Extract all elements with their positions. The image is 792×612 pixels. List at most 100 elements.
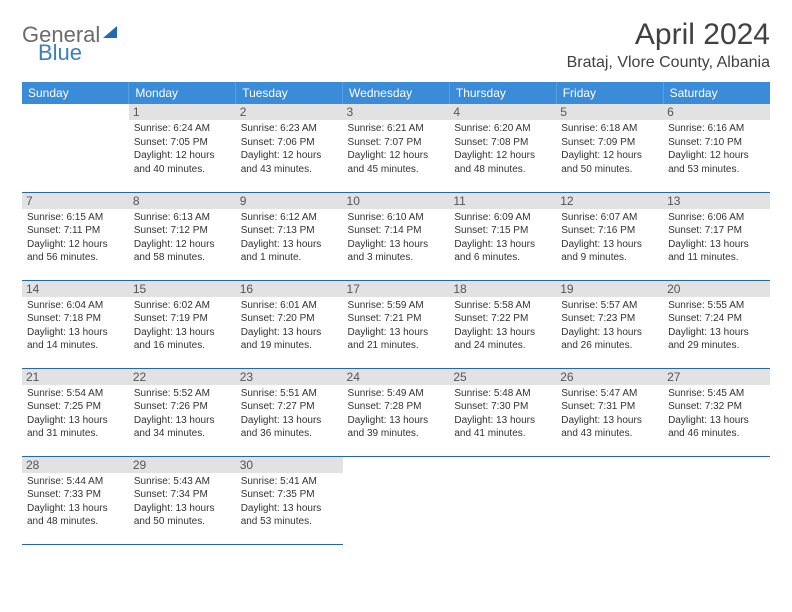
calendar-table: SundayMondayTuesdayWednesdayThursdayFrid…: [22, 82, 770, 545]
day-number: 2: [236, 104, 343, 120]
calendar-cell: 5Sunrise: 6:18 AMSunset: 7:09 PMDaylight…: [556, 104, 663, 192]
cell-line-d2: and 34 minutes.: [134, 427, 231, 441]
cell-line-d2: and 50 minutes.: [561, 163, 658, 177]
calendar-cell: [343, 456, 450, 544]
calendar-body: 1Sunrise: 6:24 AMSunset: 7:05 PMDaylight…: [22, 104, 770, 544]
cell-line-d1: Daylight: 12 hours: [134, 238, 231, 252]
calendar-cell: 16Sunrise: 6:01 AMSunset: 7:20 PMDayligh…: [236, 280, 343, 368]
cell-line-ss: Sunset: 7:24 PM: [668, 312, 765, 326]
cell-line-d1: Daylight: 13 hours: [348, 414, 445, 428]
cell-line-sr: Sunrise: 5:48 AM: [454, 387, 551, 401]
cell-line-d2: and 40 minutes.: [134, 163, 231, 177]
cell-line-d1: Daylight: 12 hours: [454, 149, 551, 163]
cell-line-sr: Sunrise: 5:55 AM: [668, 299, 765, 313]
calendar-cell: 29Sunrise: 5:43 AMSunset: 7:34 PMDayligh…: [129, 456, 236, 544]
cell-line-d2: and 19 minutes.: [241, 339, 338, 353]
cell-line-ss: Sunset: 7:07 PM: [348, 136, 445, 150]
cell-line-sr: Sunrise: 5:44 AM: [27, 475, 124, 489]
cell-line-sr: Sunrise: 6:21 AM: [348, 122, 445, 136]
cell-line-sr: Sunrise: 5:51 AM: [241, 387, 338, 401]
calendar-cell: 15Sunrise: 6:02 AMSunset: 7:19 PMDayligh…: [129, 280, 236, 368]
calendar-cell: 17Sunrise: 5:59 AMSunset: 7:21 PMDayligh…: [343, 280, 450, 368]
cell-line-sr: Sunrise: 6:16 AM: [668, 122, 765, 136]
cell-line-ss: Sunset: 7:26 PM: [134, 400, 231, 414]
day-number: 24: [343, 369, 450, 385]
cell-line-ss: Sunset: 7:33 PM: [27, 488, 124, 502]
cell-line-d2: and 3 minutes.: [348, 251, 445, 265]
calendar-cell: [22, 104, 129, 192]
weekday-header: Saturday: [663, 82, 770, 104]
calendar-cell: 2Sunrise: 6:23 AMSunset: 7:06 PMDaylight…: [236, 104, 343, 192]
cell-line-d1: Daylight: 13 hours: [134, 414, 231, 428]
cell-line-ss: Sunset: 7:16 PM: [561, 224, 658, 238]
cell-line-sr: Sunrise: 5:54 AM: [27, 387, 124, 401]
cell-line-ss: Sunset: 7:34 PM: [134, 488, 231, 502]
calendar-cell: 26Sunrise: 5:47 AMSunset: 7:31 PMDayligh…: [556, 368, 663, 456]
cell-line-d2: and 48 minutes.: [27, 515, 124, 529]
calendar-week-row: 21Sunrise: 5:54 AMSunset: 7:25 PMDayligh…: [22, 368, 770, 456]
cell-line-d2: and 29 minutes.: [668, 339, 765, 353]
day-number: 7: [22, 193, 129, 209]
cell-line-d1: Daylight: 12 hours: [134, 149, 231, 163]
cell-line-sr: Sunrise: 6:10 AM: [348, 211, 445, 225]
weekday-header: Sunday: [22, 82, 129, 104]
calendar-week-row: 28 Sunrise: 5:44 AMSunset: 7:33 PMDayligh…: [22, 456, 770, 544]
cell-line-ss: Sunset: 7:31 PM: [561, 400, 658, 414]
calendar-cell: 9Sunrise: 6:12 AMSunset: 7:13 PMDaylight…: [236, 192, 343, 280]
cell-line-d1: Daylight: 12 hours: [241, 149, 338, 163]
day-number: 29: [129, 457, 236, 473]
cell-line-ss: Sunset: 7:13 PM: [241, 224, 338, 238]
cell-line-d2: and 24 minutes.: [454, 339, 551, 353]
calendar-cell: 24Sunrise: 5:49 AMSunset: 7:28 PMDayligh…: [343, 368, 450, 456]
cell-line-d2: and 45 minutes.: [348, 163, 445, 177]
cell-line-d2: and 50 minutes.: [134, 515, 231, 529]
calendar-cell: 28 Sunrise: 5:44 AMSunset: 7:33 PMDayligh…: [22, 456, 129, 544]
calendar-cell: 19Sunrise: 5:57 AMSunset: 7:23 PMDayligh…: [556, 280, 663, 368]
calendar-cell: 20Sunrise: 5:55 AMSunset: 7:24 PMDayligh…: [663, 280, 770, 368]
cell-line-d2: and 53 minutes.: [668, 163, 765, 177]
cell-line-d2: and 56 minutes.: [27, 251, 124, 265]
calendar-head: SundayMondayTuesdayWednesdayThursdayFrid…: [22, 82, 770, 104]
cell-line-ss: Sunset: 7:28 PM: [348, 400, 445, 414]
cell-line-ss: Sunset: 7:20 PM: [241, 312, 338, 326]
day-number: 1: [129, 104, 236, 120]
cell-line-sr: Sunrise: 6:18 AM: [561, 122, 658, 136]
cell-line-d2: and 39 minutes.: [348, 427, 445, 441]
day-number: 6: [663, 104, 770, 120]
day-number: 16: [236, 281, 343, 297]
cell-line-d2: and 1 minute.: [241, 251, 338, 265]
calendar-cell: 14Sunrise: 6:04 AMSunset: 7:18 PMDayligh…: [22, 280, 129, 368]
day-number: 12: [556, 193, 663, 209]
cell-line-sr: Sunrise: 6:12 AM: [241, 211, 338, 225]
cell-line-sr: Sunrise: 6:20 AM: [454, 122, 551, 136]
cell-line-ss: Sunset: 7:11 PM: [27, 224, 124, 238]
cell-line-d1: Daylight: 13 hours: [561, 238, 658, 252]
calendar-cell: 22Sunrise: 5:52 AMSunset: 7:26 PMDayligh…: [129, 368, 236, 456]
cell-line-ss: Sunset: 7:15 PM: [454, 224, 551, 238]
day-number: 23: [236, 369, 343, 385]
cell-line-sr: Sunrise: 6:02 AM: [134, 299, 231, 313]
calendar-cell: 18Sunrise: 5:58 AMSunset: 7:22 PMDayligh…: [449, 280, 556, 368]
calendar-cell: 25Sunrise: 5:48 AMSunset: 7:30 PMDayligh…: [449, 368, 556, 456]
cell-line-ss: Sunset: 7:09 PM: [561, 136, 658, 150]
day-number: 28: [22, 457, 129, 473]
cell-line-ss: Sunset: 7:08 PM: [454, 136, 551, 150]
cell-line-ss: Sunset: 7:05 PM: [134, 136, 231, 150]
cell-line-sr: Sunrise: 5:58 AM: [454, 299, 551, 313]
cell-line-sr: Sunrise: 5:41 AM: [241, 475, 338, 489]
cell-line-ss: Sunset: 7:10 PM: [668, 136, 765, 150]
calendar-cell: 11Sunrise: 6:09 AMSunset: 7:15 PMDayligh…: [449, 192, 556, 280]
cell-line-d1: Daylight: 13 hours: [241, 414, 338, 428]
day-number: 18: [449, 281, 556, 297]
cell-line-sr: Sunrise: 6:23 AM: [241, 122, 338, 136]
calendar-cell: 21Sunrise: 5:54 AMSunset: 7:25 PMDayligh…: [22, 368, 129, 456]
cell-line-d2: and 36 minutes.: [241, 427, 338, 441]
cell-line-d1: Daylight: 13 hours: [561, 326, 658, 340]
cell-line-d2: and 53 minutes.: [241, 515, 338, 529]
cell-line-sr: Sunrise: 5:57 AM: [561, 299, 658, 313]
day-number: 26: [556, 369, 663, 385]
cell-line-sr: Sunrise: 5:43 AM: [134, 475, 231, 489]
cell-line-d2: and 26 minutes.: [561, 339, 658, 353]
cell-line-d1: Daylight: 13 hours: [27, 502, 124, 516]
cell-line-d2: and 6 minutes.: [454, 251, 551, 265]
